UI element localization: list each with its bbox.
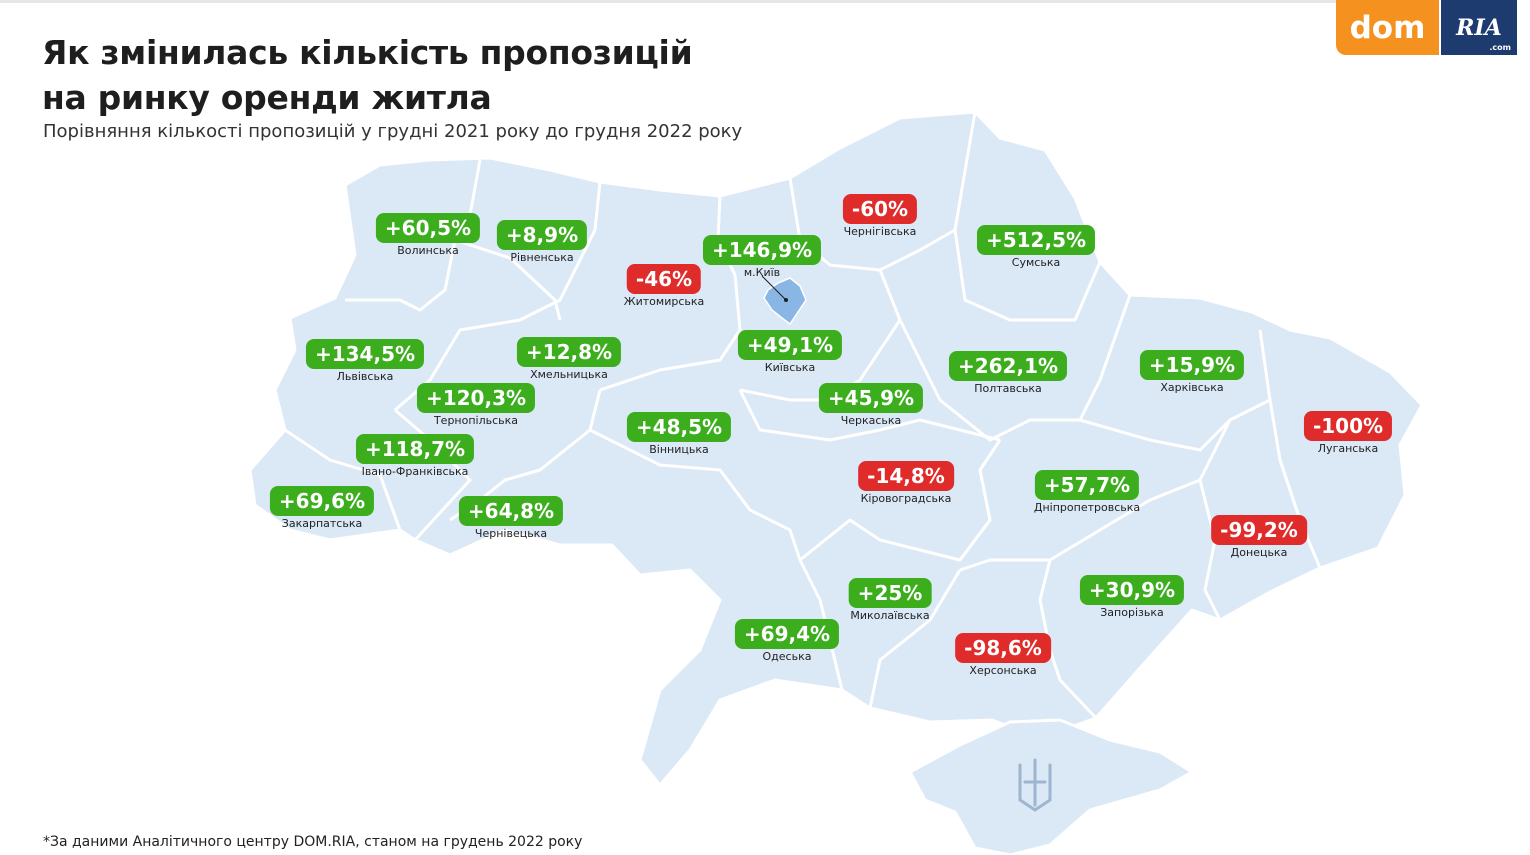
region-3: -46% Житомирська (624, 264, 704, 308)
change-badge: +69,4% (734, 619, 840, 649)
change-badge: -60% (842, 194, 918, 224)
region-name: Житомирська (623, 295, 705, 308)
region-14: +48,5% Вінницька (626, 412, 732, 456)
region-name: Волинська (397, 244, 459, 257)
page-title: Як змінилась кількість пропозицій на рин… (42, 33, 693, 117)
change-badge: -98,6% (955, 633, 1051, 663)
change-badge: -100% (1303, 411, 1393, 441)
region-name: Київська (764, 361, 816, 374)
change-badge: +69,6% (269, 486, 375, 516)
region-10: +262,1% Полтавська (948, 351, 1068, 395)
region-name: Полтавська (974, 382, 1042, 395)
region-name: м.Київ (743, 266, 781, 279)
region-name: Черкаська (840, 414, 902, 427)
region-name: Херсонська (969, 664, 1037, 677)
change-badge: +134,5% (305, 339, 425, 369)
region-22: +25% Миколаївська (848, 578, 932, 622)
logo-ria-text: RIA .com (1441, 0, 1517, 55)
region-20: +64,8% Чернівецька (458, 496, 564, 540)
region-11: +15,9% Харківська (1139, 350, 1245, 394)
region-21: -99,2% Донецька (1211, 515, 1307, 559)
region-name: Івано-Франківська (361, 465, 469, 478)
region-12: +120,3% Тернопільська (416, 383, 536, 427)
change-badge: +118,7% (355, 434, 475, 464)
change-badge: +25% (848, 578, 932, 608)
region-name: Чернігівська (843, 225, 917, 238)
region-17: -14,8% Кіровоградська (858, 461, 954, 505)
region-6: +512,5% Сумська (976, 225, 1096, 269)
change-badge: -46% (626, 264, 702, 294)
region-name: Львівська (336, 370, 394, 383)
region-name: Харківська (1160, 381, 1224, 394)
change-badge: +57,7% (1034, 470, 1140, 500)
change-badge: -14,8% (858, 461, 954, 491)
region-5: -60% Чернігівська (842, 194, 918, 238)
region-name: Дніпропетровська (1033, 501, 1141, 514)
region-name: Сумська (1011, 256, 1061, 269)
region-name: Запорізька (1100, 606, 1164, 619)
trident-emblem (1018, 758, 1052, 812)
region-9: +49,1% Київська (737, 330, 843, 374)
change-badge: +60,5% (375, 213, 481, 243)
kyiv-leader-line (761, 275, 787, 301)
region-7: +134,5% Львівська (305, 339, 425, 383)
region-name: Миколаївська (850, 609, 930, 622)
region-24: +69,4% Одеська (734, 619, 840, 663)
region-25: -98,6% Херсонська (955, 633, 1051, 677)
region-8: +12,8% Хмельницька (516, 337, 622, 381)
region-13: +45,9% Черкаська (818, 383, 924, 427)
region-name: Луганська (1317, 442, 1379, 455)
logo-dom-text: dom (1336, 0, 1439, 55)
change-badge: -99,2% (1211, 515, 1307, 545)
region-name: Тернопільська (433, 414, 519, 427)
region-19: +57,7% Дніпропетровська (1034, 470, 1140, 514)
change-badge: +30,9% (1079, 575, 1185, 605)
region-4: +146,9% м.Київ (702, 235, 822, 279)
page-subtitle: Порівняння кількості пропозицій у грудні… (43, 121, 743, 142)
region-name: Донецька (1230, 546, 1288, 559)
region-name: Одеська (762, 650, 812, 663)
change-badge: +49,1% (737, 330, 843, 360)
change-badge: +262,1% (948, 351, 1068, 381)
top-divider (0, 0, 1340, 3)
region-15: -100% Луганська (1303, 411, 1393, 455)
change-badge: +120,3% (416, 383, 536, 413)
change-badge: +64,8% (458, 496, 564, 526)
region-2: +8,9% Рівненська (496, 220, 588, 264)
region-name: Кіровоградська (860, 492, 952, 505)
region-name: Закарпатська (281, 517, 363, 530)
region-name: Хмельницька (530, 368, 608, 381)
change-badge: +45,9% (818, 383, 924, 413)
change-badge: +15,9% (1139, 350, 1245, 380)
region-name: Рівненська (510, 251, 574, 264)
region-1: +60,5% Волинська (375, 213, 481, 257)
dom-ria-logo[interactable]: dom RIA .com (1336, 0, 1517, 55)
region-16: +118,7% Івано-Франківська (355, 434, 475, 478)
region-name: Вінницька (649, 443, 709, 456)
region-18: +69,6% Закарпатська (269, 486, 375, 530)
change-badge: +8,9% (496, 220, 588, 250)
change-badge: +48,5% (626, 412, 732, 442)
region-23: +30,9% Запорізька (1079, 575, 1185, 619)
footnote: *За даними Аналітичного центру DOM.RIA, … (43, 834, 583, 850)
change-badge: +512,5% (976, 225, 1096, 255)
change-badge: +12,8% (516, 337, 622, 367)
region-name: Чернівецька (474, 527, 548, 540)
change-badge: +146,9% (702, 235, 822, 265)
